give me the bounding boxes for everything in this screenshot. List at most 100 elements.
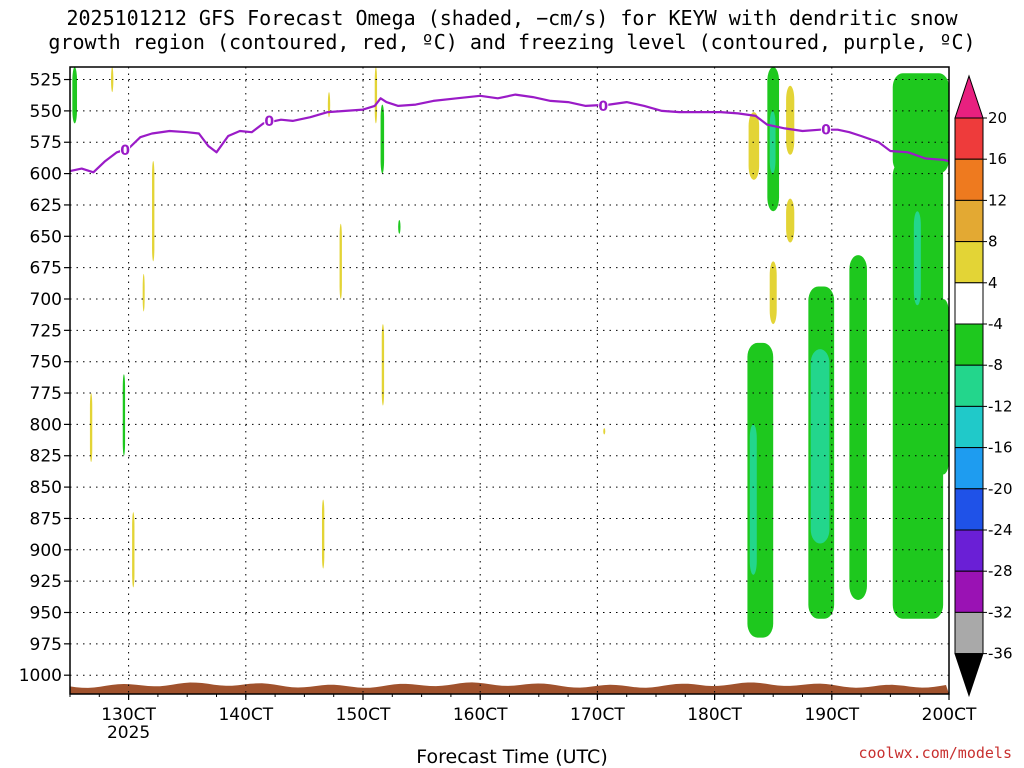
omega-region-18 xyxy=(339,223,342,299)
freezing-level-label-0: 0 xyxy=(120,143,130,159)
colorbar-label-3: 8 xyxy=(988,233,998,251)
y-tick-label-600: 600 xyxy=(30,165,62,185)
colorbar-label-9: -20 xyxy=(988,480,1013,498)
title-line-1: 2025101212 GFS Forecast Omega (shaded, −… xyxy=(66,6,958,30)
x-tick-label-190CT: 190CT xyxy=(804,705,859,725)
colorbar-label-6: -8 xyxy=(988,356,1003,374)
colorbar-swatch-1 xyxy=(954,117,984,160)
x-tick-label-140CT: 140CT xyxy=(218,705,273,725)
omega-region-20 xyxy=(89,393,93,463)
x-tick-label-130CT: 130CT xyxy=(101,705,156,725)
surface-layer xyxy=(70,682,949,694)
freezing-label-bg-1 xyxy=(264,112,275,127)
omega-region-15 xyxy=(769,261,777,325)
omega-region-1 xyxy=(892,73,949,174)
x-tick-label-200CT: 200CT xyxy=(922,705,977,725)
y-tick-label-925: 925 xyxy=(30,572,62,592)
omega-region-16 xyxy=(152,161,155,262)
colorbar-swatch-6 xyxy=(954,323,984,366)
freezing-level-label-1: 0 xyxy=(264,114,274,130)
x-tick-label-180CT: 180CT xyxy=(687,705,742,725)
y-tick-label-775: 775 xyxy=(30,384,62,404)
colorbar-swatch-13 xyxy=(954,611,984,655)
colorbar-swatch-4 xyxy=(954,241,984,284)
colorbar-swatch-8 xyxy=(954,405,984,449)
colorbar-label-4: 4 xyxy=(988,274,998,292)
y-tick-label-625: 625 xyxy=(30,196,62,216)
colorbar-label-1: 16 xyxy=(988,150,1007,168)
omega-region-21 xyxy=(132,512,135,588)
x-axis-label: Forecast Time (UTC) xyxy=(416,746,608,768)
omega-region-7 xyxy=(810,349,830,544)
omega-region-23 xyxy=(374,67,378,124)
colorbar-label-7: -12 xyxy=(988,397,1013,415)
omega-region-0 xyxy=(72,67,78,124)
colorbar-label-11: -28 xyxy=(988,562,1013,580)
omega-region-29 xyxy=(603,428,606,435)
colorbar-label-12: -32 xyxy=(988,603,1013,621)
colorbar-label-2: 12 xyxy=(988,191,1007,209)
source-credit: coolwx.com/models xyxy=(858,744,1012,762)
colorbar-label-8: -16 xyxy=(988,439,1013,457)
colorbar-top-arrow xyxy=(954,74,984,119)
omega-region-19 xyxy=(321,499,325,569)
x-tick-label-170CT: 170CT xyxy=(570,705,625,725)
omega-region-17 xyxy=(111,67,114,93)
omega-region-4 xyxy=(913,211,921,306)
y-tick-label-1000: 1000 xyxy=(19,666,62,686)
y-tick-label-900: 900 xyxy=(30,541,62,561)
omega-region-25 xyxy=(380,104,385,174)
surface-terrain xyxy=(70,682,949,694)
colorbar-swatch-3 xyxy=(954,199,984,243)
x-axis: 130CT 140CT 150CT 160CT 170CT 180CT 190CT 200CT… xyxy=(69,694,977,743)
y-axis: 525 550 575 600 625 650 675 700 725 750 775 800 825 8… xyxy=(19,71,70,686)
y-tick-label-575: 575 xyxy=(30,133,62,153)
colorbar-swatch-9 xyxy=(954,447,984,490)
colorbar-label-0: 20 xyxy=(988,109,1007,127)
freezing-level-label-2: 0 xyxy=(598,99,608,115)
colorbar: 20 16 12 8 4 -4 -8 -12 -16 -20 -24 -28 -32 -36 xyxy=(954,74,1013,698)
freezing-level-contour: 0 0 0 0 xyxy=(69,93,950,174)
colorbar-swatch-11 xyxy=(954,529,984,572)
y-tick-label-975: 975 xyxy=(30,635,62,655)
colorbar-swatch-2 xyxy=(954,158,984,201)
y-tick-label-525: 525 xyxy=(30,71,62,91)
y-tick-label-725: 725 xyxy=(30,321,62,341)
omega-region-12 xyxy=(748,112,760,180)
freezing-level-label-3: 0 xyxy=(821,123,831,139)
colorbar-bottom-arrow xyxy=(954,653,984,698)
omega-region-13 xyxy=(786,85,795,155)
omega-region-24 xyxy=(327,92,331,118)
omega-region-26 xyxy=(122,374,126,456)
y-tick-label-750: 750 xyxy=(30,353,62,373)
y-tick-label-950: 950 xyxy=(30,603,62,623)
omega-region-27 xyxy=(398,219,401,234)
colorbar-label-10: -24 xyxy=(988,521,1013,539)
x-year-label: 2025 xyxy=(107,723,150,743)
freezing-label-bg-3 xyxy=(820,121,831,136)
freezing-label-bg-0 xyxy=(120,141,131,156)
chart-title: 2025101212 GFS Forecast Omega (shaded, −… xyxy=(0,6,1024,54)
x-tick-label-160CT: 160CT xyxy=(453,705,508,725)
omega-region-5 xyxy=(849,255,867,600)
colorbar-swatch-12 xyxy=(954,570,984,613)
y-tick-label-700: 700 xyxy=(30,290,62,310)
y-tick-label-825: 825 xyxy=(30,447,62,467)
freezing-level-line xyxy=(69,93,950,174)
omega-region-22 xyxy=(142,273,145,312)
y-tick-label-800: 800 xyxy=(30,415,62,435)
freezing-label-bg-2 xyxy=(598,97,609,112)
x-tick-label-150CT: 150CT xyxy=(336,705,391,725)
y-tick-label-675: 675 xyxy=(30,259,62,279)
omega-region-28 xyxy=(381,324,385,406)
y-tick-label-850: 850 xyxy=(30,478,62,498)
omega-region-9 xyxy=(749,424,757,575)
omega-region-3 xyxy=(937,298,949,475)
omega-region-14 xyxy=(786,198,795,243)
colorbar-label-13: -36 xyxy=(988,645,1013,663)
colorbar-swatch-7 xyxy=(954,364,984,407)
title-line-2: growth region (contoured, red, ºC) and f… xyxy=(48,30,976,54)
omega-region-2 xyxy=(892,161,944,619)
omega-shading-layer xyxy=(72,67,949,638)
y-tick-label-650: 650 xyxy=(30,227,62,247)
